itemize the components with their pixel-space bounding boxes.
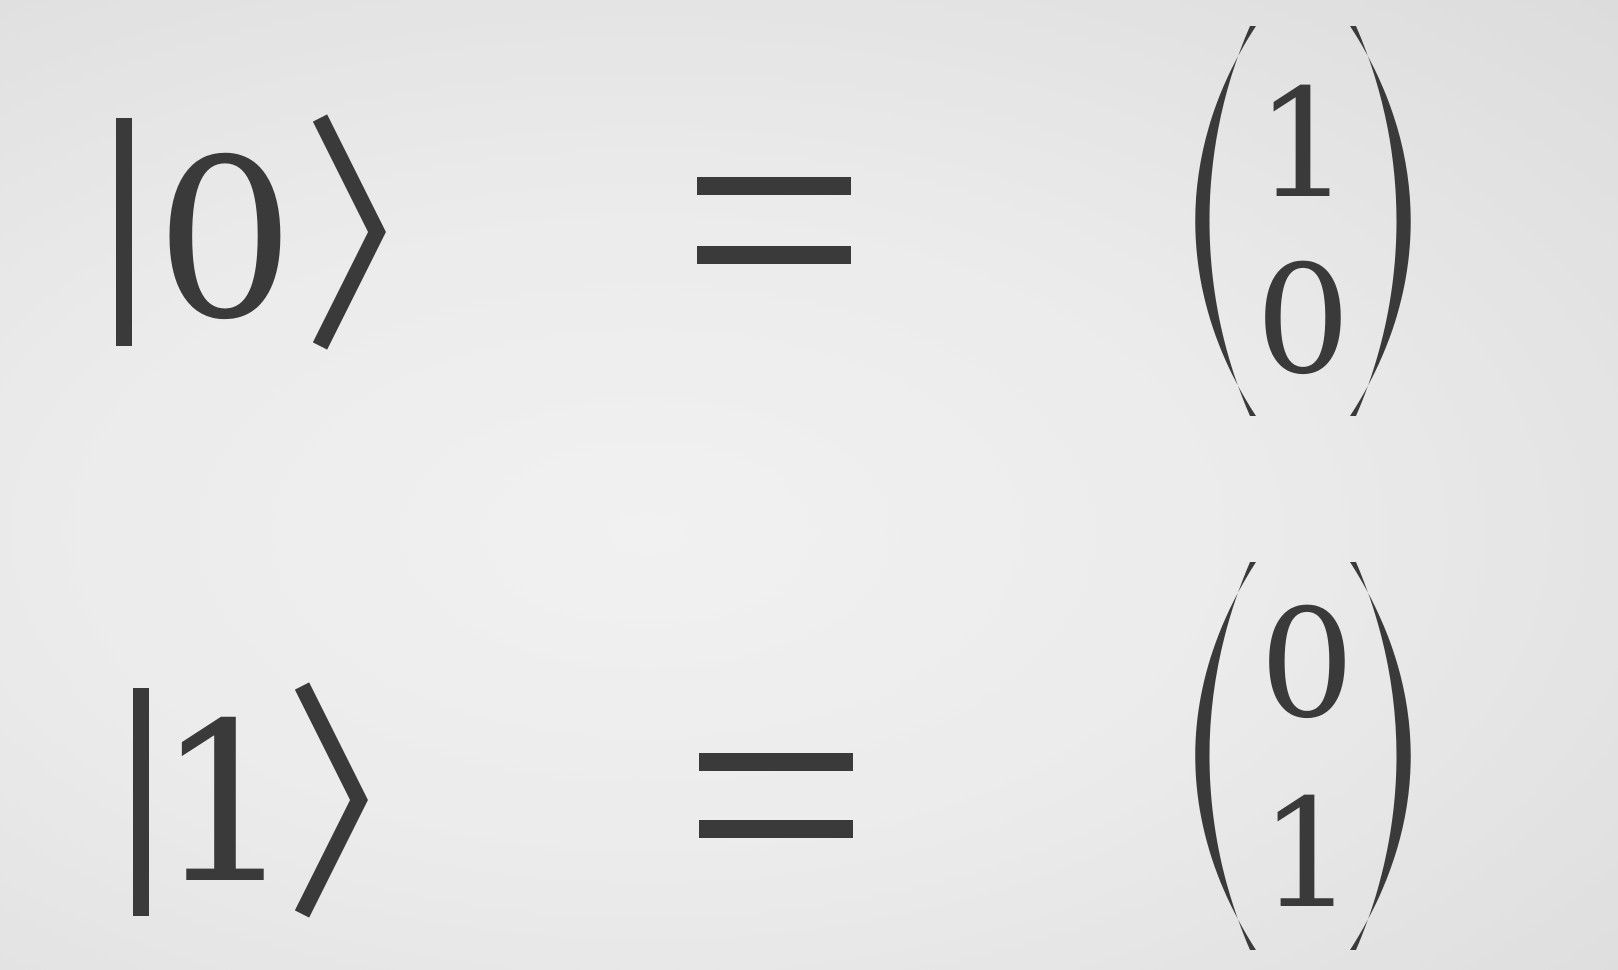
equation-ket-zero: 0 1 0	[116, 26, 1411, 416]
paren-left	[1195, 562, 1256, 950]
column-vector: 0 1	[1195, 562, 1411, 950]
vector-entry-bottom: 1	[1259, 768, 1354, 942]
paren-right	[1350, 562, 1411, 950]
ket-zero: 0	[116, 112, 386, 368]
equation-ket-one: 1 0 1	[133, 562, 1411, 950]
paren-left	[1195, 26, 1256, 416]
ket-angle	[294, 682, 368, 918]
ket-label: 0	[155, 112, 295, 368]
paren-right	[1350, 26, 1411, 416]
equals-bar-bottom	[699, 820, 853, 838]
ket-bar	[116, 118, 132, 346]
ket-angle	[312, 114, 386, 350]
equals-bar-bottom	[697, 246, 851, 264]
ket-bar	[133, 688, 149, 916]
vector-entry-top: 0	[1259, 578, 1354, 752]
column-vector: 1 0	[1195, 26, 1411, 416]
equals-sign	[697, 177, 851, 264]
vector-entry-bottom: 0	[1255, 234, 1350, 408]
ket-label: 1	[155, 676, 295, 932]
vector-entry-top: 1	[1255, 58, 1350, 232]
ket-one: 1	[133, 676, 368, 932]
equals-bar-top	[697, 177, 851, 195]
equals-bar-top	[699, 753, 853, 771]
equals-sign	[699, 753, 853, 838]
